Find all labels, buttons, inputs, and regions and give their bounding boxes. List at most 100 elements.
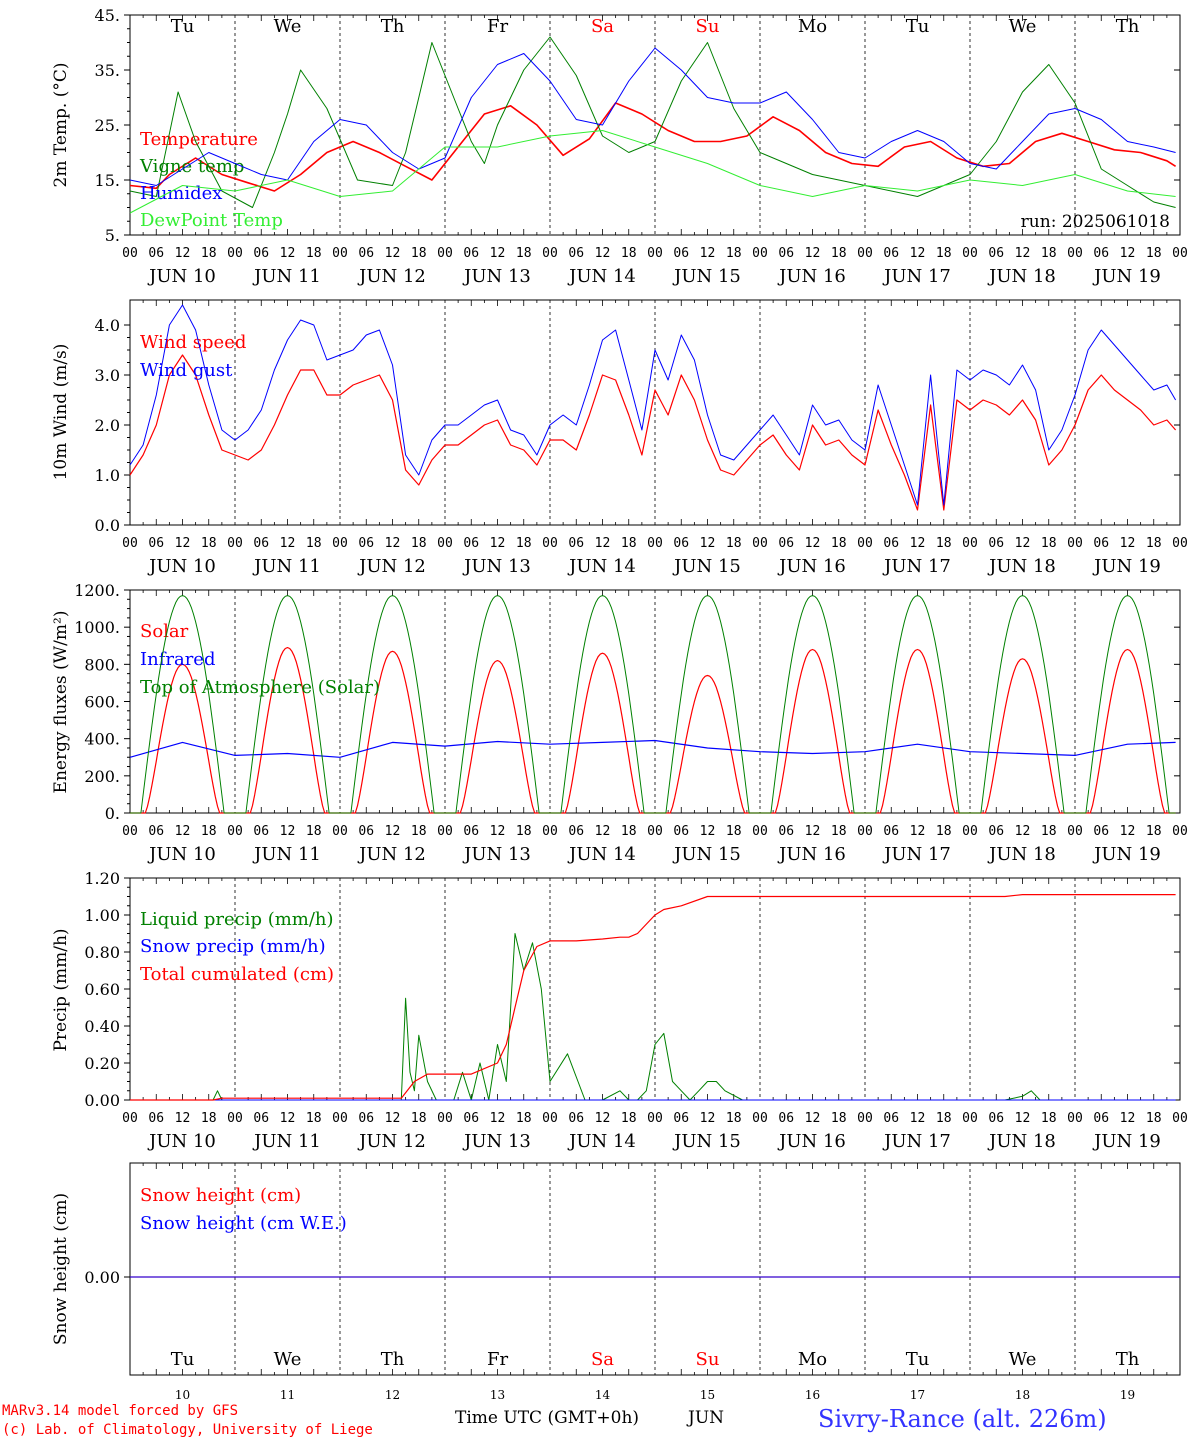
y-tick-label: 0.60 bbox=[84, 980, 120, 999]
x-hour-label: 18 bbox=[306, 824, 322, 839]
x-date-label: JUN 12 bbox=[357, 266, 426, 287]
x-hour-label: 12 bbox=[490, 1111, 506, 1126]
meteogram-footer: MARv3.14 model forced by GFS (c) Lab. of… bbox=[2, 1403, 1107, 1438]
station-title: Sivry-Rance (alt. 226m) bbox=[818, 1405, 1107, 1433]
x-hour-label: 18 bbox=[201, 246, 217, 261]
x-hour-label: 06 bbox=[673, 536, 689, 551]
series-line bbox=[129, 304, 1177, 506]
x-date-label: JUN 19 bbox=[1092, 556, 1161, 577]
x-hour-label: 06 bbox=[148, 246, 164, 261]
y-tick-label: 15. bbox=[95, 171, 120, 190]
x-hour-label: 12 bbox=[805, 1111, 821, 1126]
x-hour-label: 18 bbox=[831, 246, 847, 261]
x-hour-label: 12 bbox=[175, 246, 191, 261]
legend-entry: Snow height (cm) bbox=[140, 1185, 301, 1206]
x-hour-label: 06 bbox=[463, 536, 479, 551]
x-hour-label: 00 bbox=[752, 824, 768, 839]
x-date-label: JUN 15 bbox=[672, 844, 741, 865]
legend-entry: Total cumulated (cm) bbox=[140, 964, 334, 985]
series-line bbox=[129, 130, 1176, 214]
series-line bbox=[129, 739, 1176, 758]
x-date-label: JUN 17 bbox=[882, 844, 951, 865]
legend-entry: Snow height (cm W.E.) bbox=[140, 1213, 347, 1234]
y-tick-label: 0.20 bbox=[84, 1054, 120, 1073]
x-hour-label: 06 bbox=[778, 1111, 794, 1126]
x-hour-label: 18 bbox=[726, 1111, 742, 1126]
x-hour-label: 18 bbox=[306, 536, 322, 551]
x-hour-label: 18 bbox=[306, 1111, 322, 1126]
x-hour-label: 06 bbox=[253, 1111, 269, 1126]
x-date-label: JUN 13 bbox=[462, 266, 531, 287]
x-day-number: 13 bbox=[490, 1388, 505, 1402]
legend-entry: DewPoint Temp bbox=[140, 210, 283, 231]
x-hour-label: 00 bbox=[857, 246, 873, 261]
x-hour-label: 12 bbox=[280, 246, 296, 261]
x-hour-label: 12 bbox=[595, 246, 611, 261]
x-hour-label: 12 bbox=[595, 1111, 611, 1126]
x-hour-label: 06 bbox=[988, 824, 1004, 839]
x-hour-label: 00 bbox=[962, 824, 978, 839]
x-date-label: JUN 18 bbox=[987, 1131, 1056, 1152]
x-hour-label: 12 bbox=[910, 536, 926, 551]
x-hour-label: 00 bbox=[647, 246, 663, 261]
x-hour-label: 12 bbox=[700, 1111, 716, 1126]
x-date-label: JUN 18 bbox=[987, 556, 1056, 577]
x-hour-label: 06 bbox=[358, 824, 374, 839]
x-hour-label: 12 bbox=[595, 824, 611, 839]
x-hour-label: 00 bbox=[1067, 1111, 1083, 1126]
series-line bbox=[129, 36, 1176, 208]
weekday-label: We bbox=[274, 16, 302, 37]
x-hour-label: 06 bbox=[883, 246, 899, 261]
x-date-label: JUN 14 bbox=[567, 266, 636, 287]
x-hour-label: 00 bbox=[542, 824, 558, 839]
x-hour-label: 12 bbox=[1015, 1111, 1031, 1126]
x-hour-label: 00 bbox=[437, 1111, 453, 1126]
series-line bbox=[130, 595, 1176, 814]
x-hour-label: 00 bbox=[1172, 1111, 1188, 1126]
x-hour-label: 18 bbox=[1041, 536, 1057, 551]
x-hour-label: 00 bbox=[647, 536, 663, 551]
y-tick-label: 400. bbox=[84, 730, 120, 749]
series-line bbox=[130, 647, 1176, 814]
x-day-number: 19 bbox=[1120, 1388, 1135, 1402]
x-hour-label: 12 bbox=[385, 536, 401, 551]
x-hour-label: 00 bbox=[332, 824, 348, 839]
panel-2: 0.0 1.0 2.0 3.0 4.0 10m Wind (m/s) 00 06 12 18 JUN… bbox=[51, 299, 1188, 577]
x-hour-label: 00 bbox=[437, 536, 453, 551]
x-hour-label: 06 bbox=[568, 1111, 584, 1126]
x-hour-label: 18 bbox=[936, 246, 952, 261]
x-hour-label: 12 bbox=[1120, 536, 1136, 551]
x-hour-label: 00 bbox=[332, 1111, 348, 1126]
x-hour-label: 12 bbox=[175, 1111, 191, 1126]
x-hour-label: 06 bbox=[568, 824, 584, 839]
x-hour-label: 06 bbox=[1093, 536, 1109, 551]
x-date-label: JUN 18 bbox=[987, 844, 1056, 865]
x-hour-label: 00 bbox=[752, 246, 768, 261]
run-annotation: run: 2025061018 bbox=[1021, 212, 1170, 232]
x-hour-label: 12 bbox=[280, 824, 296, 839]
series-line bbox=[130, 933, 1176, 1101]
x-hour-label: 12 bbox=[700, 536, 716, 551]
x-hour-label: 06 bbox=[778, 536, 794, 551]
x-hour-label: 12 bbox=[805, 824, 821, 839]
x-hour-label: 06 bbox=[673, 824, 689, 839]
lab-credit: (c) Lab. of Climatology, University of L… bbox=[2, 1422, 373, 1438]
x-hour-label: 00 bbox=[542, 536, 558, 551]
weekday-label: Fr bbox=[487, 16, 508, 37]
x-date-label: JUN 10 bbox=[147, 844, 216, 865]
weekday-label: We bbox=[274, 1349, 302, 1370]
weekday-label: Th bbox=[1116, 1349, 1140, 1370]
x-hour-label: 00 bbox=[1067, 536, 1083, 551]
series-line bbox=[130, 894, 1176, 1101]
x-hour-label: 18 bbox=[831, 536, 847, 551]
x-date-label: JUN 10 bbox=[147, 1131, 216, 1152]
plot-frame bbox=[129, 299, 1181, 526]
x-hour-label: 06 bbox=[988, 1111, 1004, 1126]
x-hour-label: 06 bbox=[883, 536, 899, 551]
x-hour-label: 00 bbox=[752, 1111, 768, 1126]
y-tick-label: 5. bbox=[105, 226, 120, 245]
x-hour-label: 06 bbox=[463, 824, 479, 839]
y-tick-label: 1200. bbox=[74, 581, 120, 600]
weekday-label: Su bbox=[696, 16, 720, 37]
